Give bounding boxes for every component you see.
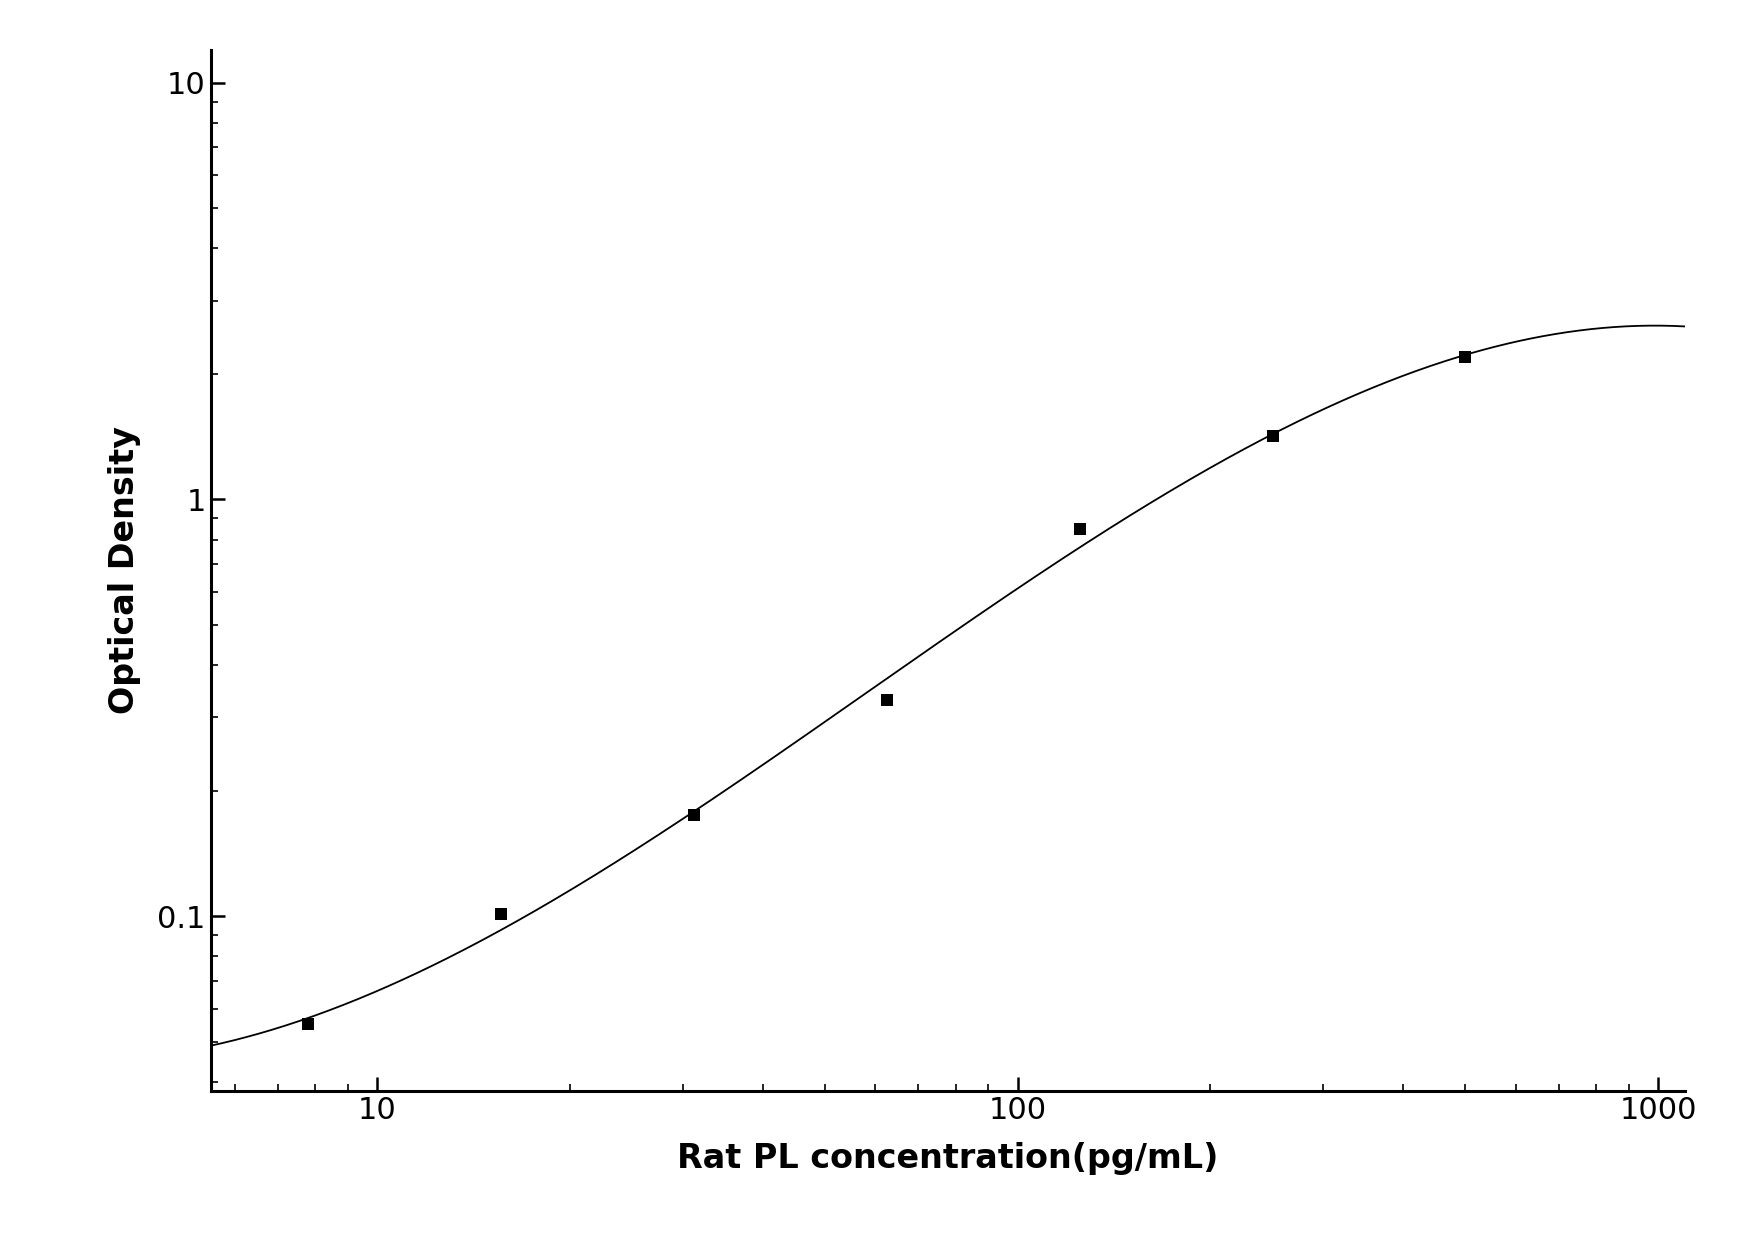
Y-axis label: Optical Density: Optical Density — [107, 427, 140, 714]
Point — [872, 691, 900, 711]
Point — [293, 1014, 321, 1034]
Point — [1258, 427, 1286, 446]
Point — [1065, 518, 1093, 538]
Point — [679, 805, 707, 825]
Point — [1451, 347, 1479, 367]
X-axis label: Rat PL concentration(pg/mL): Rat PL concentration(pg/mL) — [677, 1142, 1218, 1174]
Point — [486, 904, 514, 924]
